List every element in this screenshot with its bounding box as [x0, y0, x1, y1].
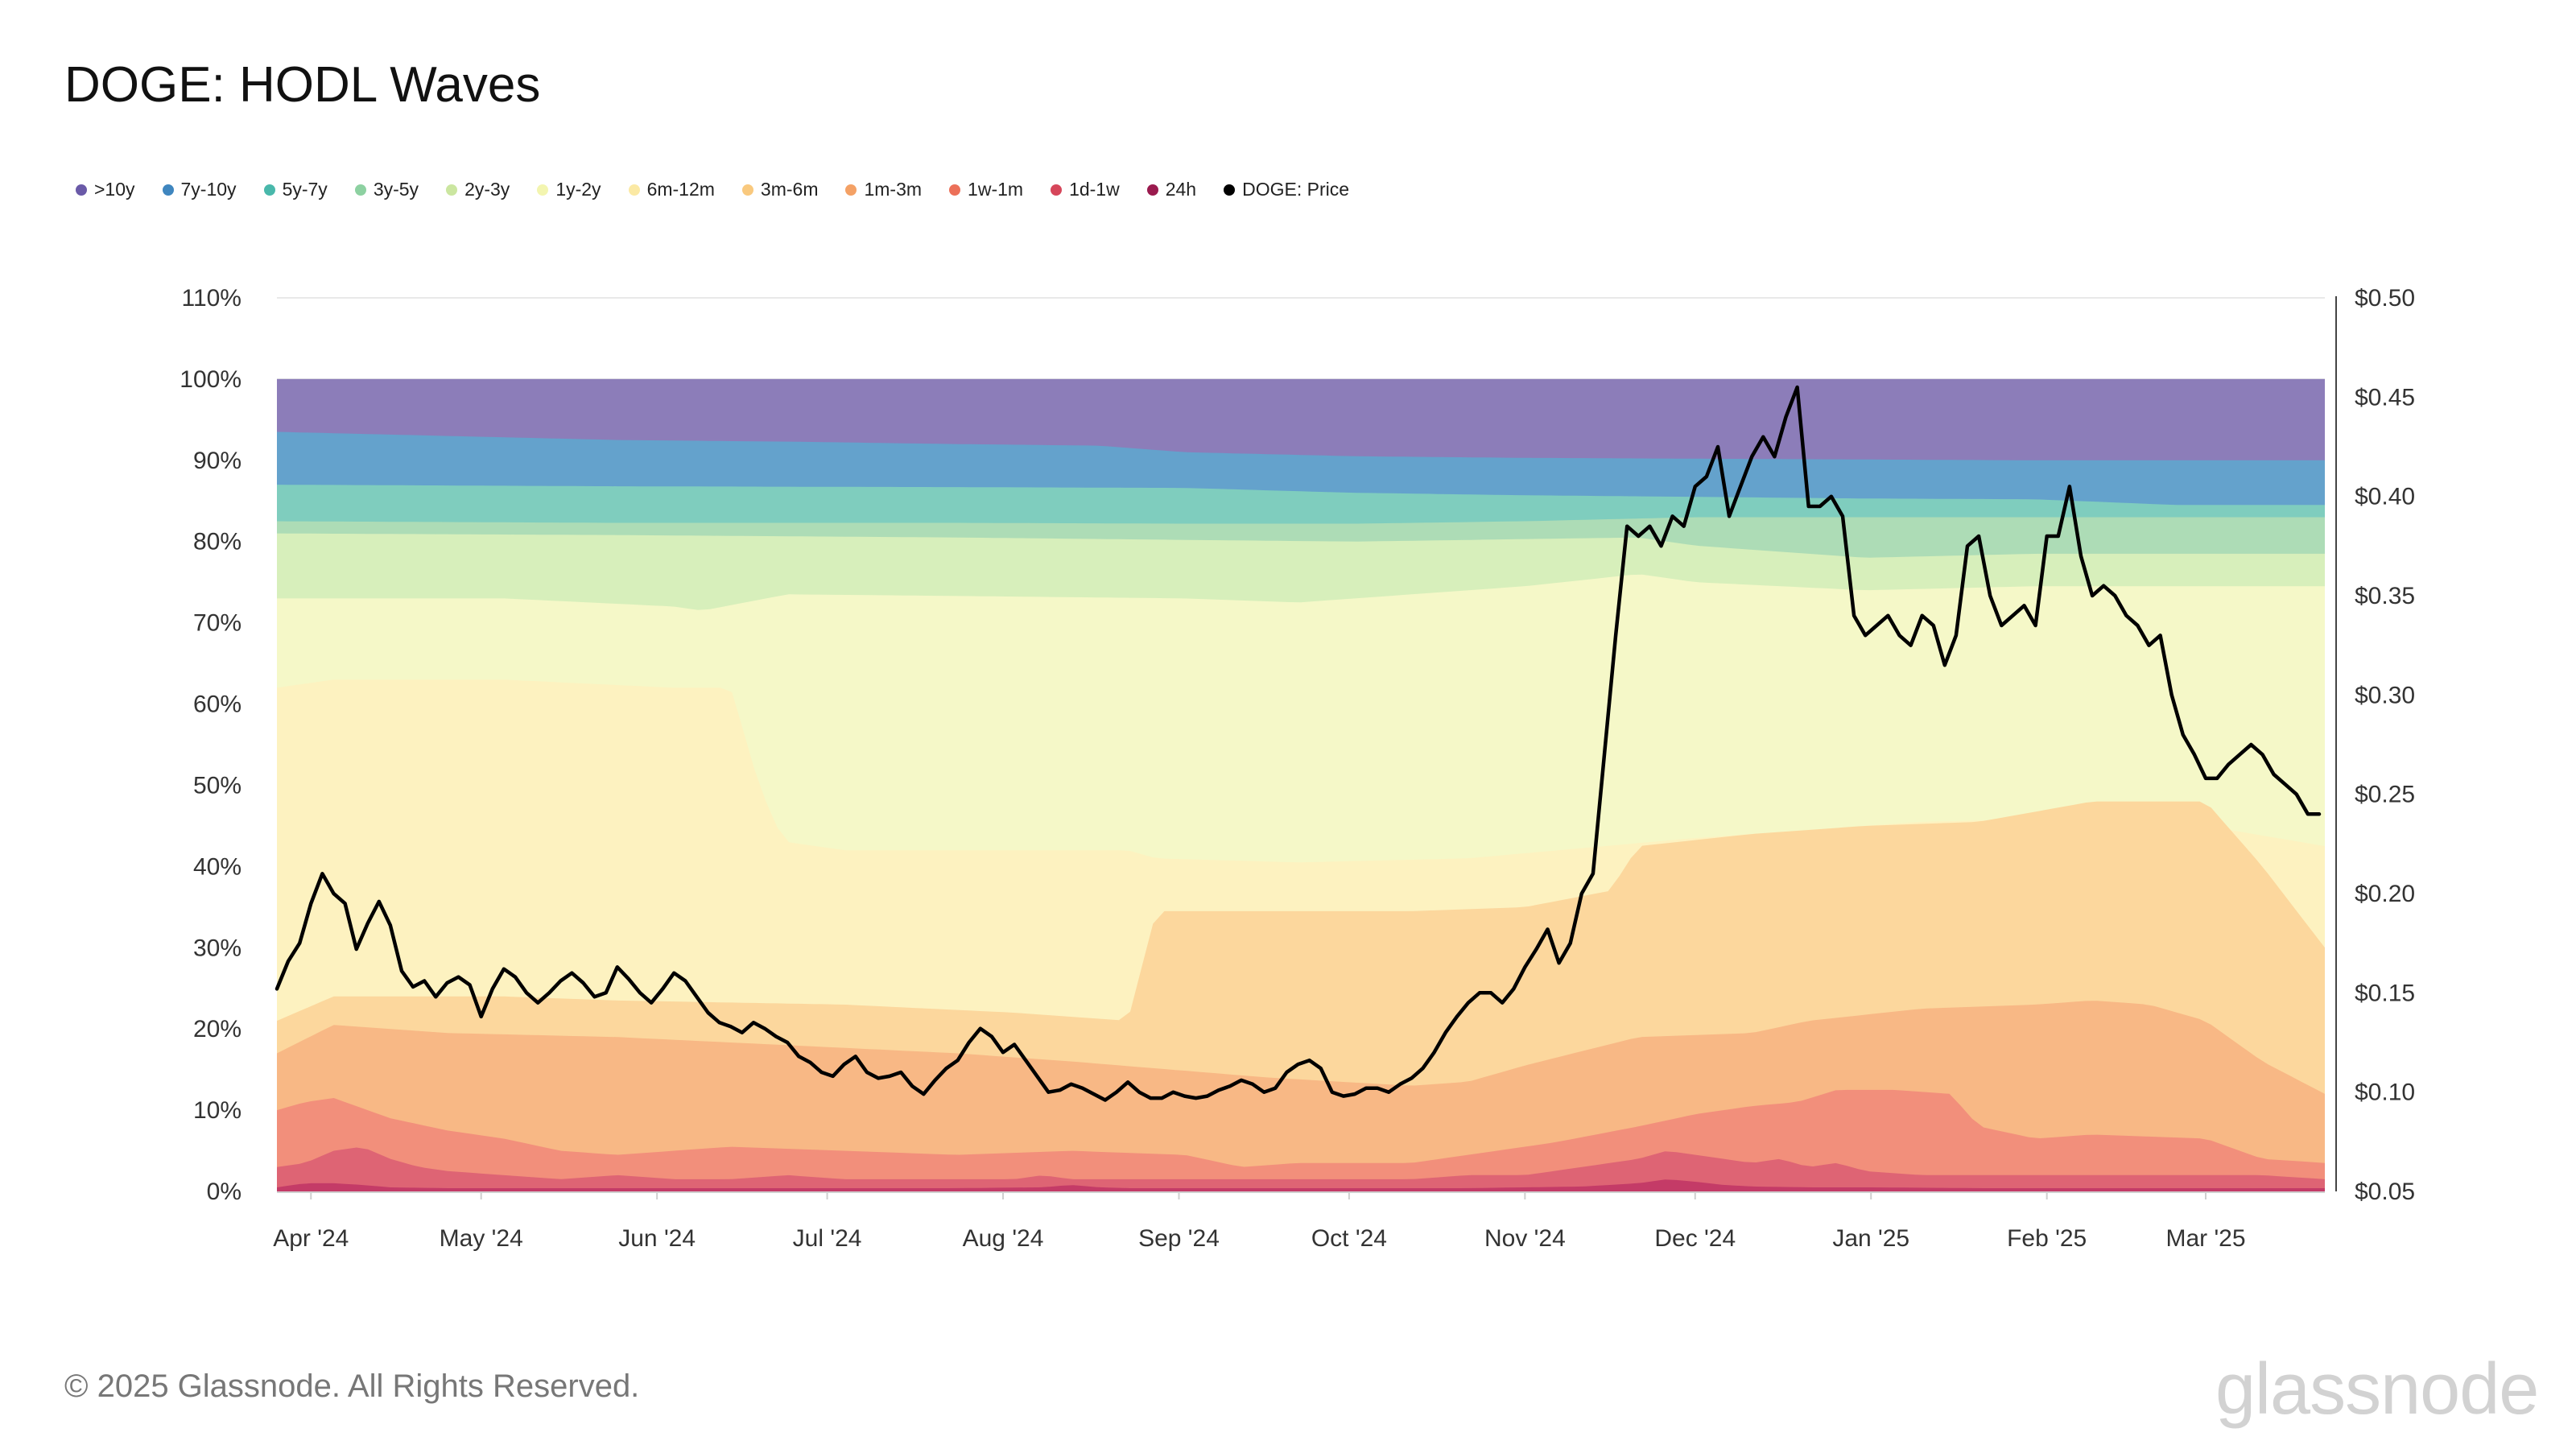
chart-title: DOGE: HODL Waves: [64, 57, 541, 113]
legend-label: 6m-12m: [646, 179, 715, 200]
legend-item-2y-3y[interactable]: 2y-3y: [446, 179, 510, 200]
x-tick: Jun '24: [618, 1225, 696, 1252]
legend-marker: [446, 184, 458, 196]
legend-item-6m-12m[interactable]: 6m-12m: [628, 179, 715, 200]
legend: >10y 7y-10y 5y-7y 3y-5y 2y-3y 1y-2y 6m-12m 3m-6…: [76, 179, 1377, 200]
band-1d-1w: [277, 1147, 2325, 1191]
band-1w-1m: [277, 1089, 2325, 1191]
x-tick: Jan '25: [1832, 1225, 1909, 1252]
y-tick-right: $0.15: [2355, 980, 2415, 1006]
y-tick-left: 60%: [193, 691, 242, 718]
legend-label: 2y-3y: [464, 179, 510, 200]
y-tick-right: $0.35: [2355, 583, 2415, 609]
y-tick-left: 80%: [193, 529, 242, 555]
legend-item-1w-1m[interactable]: 1w-1m: [949, 179, 1023, 200]
y-tick-right: $0.10: [2355, 1080, 2415, 1106]
legend-label: DOGE: Price: [1242, 179, 1350, 200]
legend-label: 3m-6m: [760, 179, 819, 200]
legend-marker: [537, 184, 549, 196]
band-24h: [277, 1179, 2325, 1191]
legend-label: >10y: [94, 179, 135, 200]
y-tick-left: 90%: [193, 448, 242, 474]
legend-marker: [741, 184, 753, 196]
y-tick-left: 20%: [193, 1016, 242, 1042]
legend-item-doge-price[interactable]: DOGE: Price: [1224, 179, 1349, 200]
legend-item-10y[interactable]: >10y: [76, 179, 135, 200]
y-tick-right: $0.30: [2355, 682, 2415, 708]
legend-item-1m-3m[interactable]: 1m-3m: [845, 179, 922, 200]
legend-item-3y-5y[interactable]: 3y-5y: [354, 179, 419, 200]
legend-marker: [1224, 184, 1236, 196]
y-axis-left-labels: 0% 10% 20% 30% 40% 50% 60% 70% 80% 90% 100% 110%: [180, 285, 242, 1205]
y-tick-left: 110%: [181, 285, 242, 312]
y-tick-left: 30%: [193, 935, 242, 961]
legend-label: 7y-10y: [180, 179, 237, 200]
legend-marker: [76, 184, 87, 196]
price-line: [275, 385, 2322, 1102]
legend-marker: [949, 184, 961, 196]
y-tick-left: 40%: [193, 853, 242, 880]
copyright-footer: © 2025 Glassnode. All Rights Reserved.: [64, 1368, 640, 1404]
y-tick-left: 50%: [193, 772, 242, 799]
axes: [277, 296, 2337, 1193]
legend-label: 1w-1m: [968, 179, 1024, 200]
legend-label: 5y-7y: [282, 179, 328, 200]
glassnode-logo: glassnode: [2215, 1349, 2539, 1430]
legend-label: 24h: [1165, 179, 1197, 200]
legend-marker: [263, 184, 275, 196]
x-tick: Dec '24: [1654, 1225, 1736, 1252]
x-tick: Mar '25: [2165, 1225, 2245, 1252]
y-tick-left: 100%: [180, 366, 242, 393]
x-axis-labels: Apr '24 May '24 Jun '24 Jul '24 Aug '24 Sep '…: [273, 1191, 2246, 1252]
legend-marker: [1051, 184, 1063, 196]
legend-item-3m-6m[interactable]: 3m-6m: [741, 179, 819, 200]
legend-marker: [1146, 184, 1158, 196]
x-tick: Oct '24: [1311, 1225, 1387, 1252]
x-tick: Aug '24: [963, 1225, 1044, 1252]
y-tick-right: $0.25: [2355, 782, 2415, 808]
legend-label: 1y-2y: [555, 179, 601, 200]
legend-marker: [354, 184, 366, 196]
y-tick-left: 0%: [207, 1179, 242, 1205]
legend-marker: [162, 184, 174, 196]
x-tick: May '24: [440, 1225, 523, 1252]
x-tick: Jul '24: [793, 1225, 862, 1252]
y-tick-right: $0.40: [2355, 484, 2415, 510]
price-layer: [275, 385, 2322, 1102]
x-tick: Feb '25: [2007, 1225, 2087, 1252]
x-tick: Sep '24: [1138, 1225, 1220, 1252]
x-tick: Nov '24: [1484, 1225, 1566, 1252]
y-tick-right: $0.50: [2355, 285, 2415, 312]
legend-label: 1m-3m: [864, 179, 923, 200]
legend-item-1d-1w[interactable]: 1d-1w: [1051, 179, 1120, 200]
legend-label: 1d-1w: [1069, 179, 1120, 200]
y-tick-right: $0.20: [2355, 881, 2415, 907]
y-tick-left: 10%: [193, 1097, 242, 1124]
y-tick-left: 70%: [193, 610, 242, 637]
legend-marker: [628, 184, 640, 196]
legend-item-7y-10y[interactable]: 7y-10y: [162, 179, 237, 200]
bands: [277, 378, 2325, 1191]
y-tick-right: $0.05: [2355, 1179, 2415, 1205]
legend-marker: [845, 184, 857, 196]
legend-item-24h[interactable]: 24h: [1146, 179, 1197, 200]
y-tick-right: $0.45: [2355, 384, 2415, 411]
legend-item-5y-7y[interactable]: 5y-7y: [263, 179, 328, 200]
x-tick: Apr '24: [273, 1225, 349, 1252]
legend-item-1y-2y[interactable]: 1y-2y: [537, 179, 601, 200]
legend-label: 3y-5y: [373, 179, 419, 200]
y-axis-right-labels: $0.05 $0.10 $0.15 $0.20 $0.25 $0.30 $0.35 $0.40…: [2355, 285, 2415, 1205]
